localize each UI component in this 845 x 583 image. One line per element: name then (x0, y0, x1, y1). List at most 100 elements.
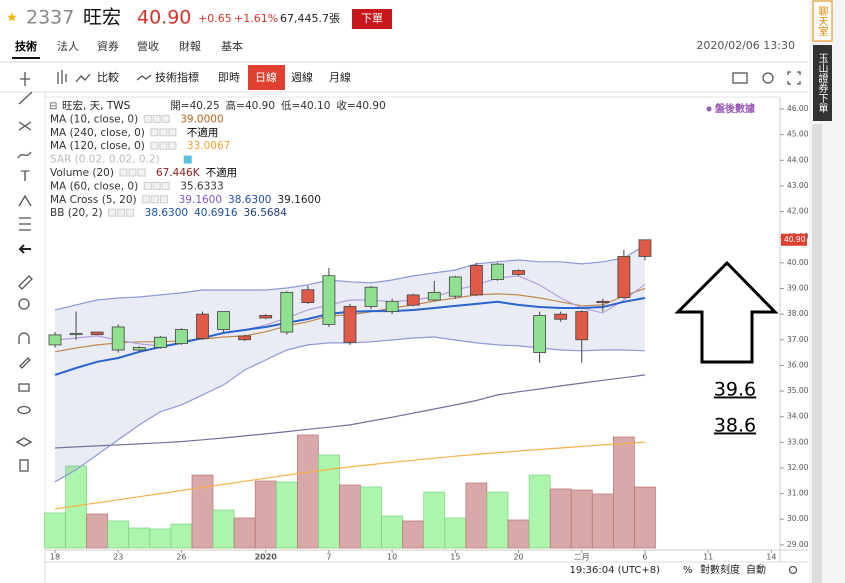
ruler-tool[interactable] (18, 275, 33, 290)
legend-icon[interactable] (168, 141, 177, 150)
gann-tool[interactable] (19, 217, 31, 231)
lock-draw-tool[interactable] (19, 357, 31, 369)
legend-symbol: 旺宏, 天, TWS (62, 99, 131, 112)
text-tool[interactable]: T (20, 169, 30, 185)
volume-bar (402, 520, 425, 549)
fullscreen-icon[interactable] (787, 71, 801, 85)
candle-body (596, 300, 610, 304)
compare-icon[interactable] (75, 73, 91, 83)
candle-body (469, 265, 483, 296)
plot-area (44, 96, 781, 551)
volume-bar (107, 520, 130, 549)
chat-button[interactable] (812, 0, 833, 42)
compare[interactable]: 比較 (97, 70, 119, 84)
period-active[interactable] (248, 65, 285, 90)
legend-icon[interactable] (160, 195, 169, 204)
candle-body (259, 315, 273, 319)
order-button[interactable] (352, 9, 392, 29)
order-button-label[interactable]: 下單 (361, 12, 383, 25)
candle-body (364, 286, 378, 307)
tab[interactable]: 財報 (179, 39, 201, 53)
legend-icon[interactable] (159, 128, 168, 137)
x-tick-label: 14 (766, 553, 776, 562)
legend-icon[interactable] (143, 181, 152, 190)
candle-body (322, 275, 336, 325)
legend-icon[interactable] (151, 195, 160, 204)
legend-icon[interactable] (119, 168, 128, 177)
broker-button[interactable] (813, 45, 832, 121)
tab[interactable]: 營收 (137, 39, 159, 53)
scrollbar[interactable] (812, 124, 822, 583)
chat-label[interactable]: 聊天室 (816, 5, 828, 36)
bollinger-band (55, 245, 645, 482)
legend-icon[interactable] (128, 168, 137, 177)
percent-toggle[interactable]: % (683, 565, 693, 576)
fib-tool[interactable] (18, 121, 32, 131)
legend-name: Volume (20) (50, 167, 114, 179)
settings-icon[interactable] (762, 72, 774, 84)
indicator-icon[interactable] (136, 74, 152, 81)
volume-bar (44, 512, 66, 549)
annotation-label: 38.6 (714, 415, 756, 437)
legend-toggle[interactable]: ⊟ (49, 101, 57, 112)
layers-tool[interactable] (15, 437, 33, 447)
magnet-tool[interactable] (18, 332, 30, 344)
trash-tool[interactable] (19, 459, 29, 472)
legend-icon[interactable] (152, 181, 161, 190)
broker-label[interactable]: 玉山證券下單 (816, 53, 828, 113)
candle-body (638, 239, 652, 257)
legend-icon[interactable] (168, 128, 177, 137)
legend-icon[interactable] (150, 128, 159, 137)
indicators[interactable]: 技術指標 (155, 70, 199, 84)
status-settings[interactable] (788, 565, 798, 575)
camera-icon[interactable] (732, 72, 748, 84)
star[interactable]: ★ (6, 11, 18, 26)
zoom-tool[interactable] (18, 298, 30, 310)
tab[interactable]: 法人 (57, 39, 79, 53)
log-toggle[interactable]: 對數刻度 (700, 563, 740, 576)
brush-tool[interactable] (17, 151, 32, 159)
tab[interactable]: 基本 (221, 39, 243, 53)
legend-icon[interactable] (143, 114, 152, 123)
legend-icon[interactable] (117, 208, 126, 217)
legend-icon[interactable] (159, 141, 168, 150)
candle-body (533, 315, 547, 353)
candle-body (617, 256, 631, 298)
ohlc-readout: 高=40.90 (226, 99, 275, 112)
line-tool[interactable] (18, 91, 33, 105)
legend-icon[interactable] (108, 208, 117, 217)
lock-tool[interactable] (18, 383, 30, 392)
bar-type-icon[interactable] (57, 70, 67, 84)
legend-icon[interactable] (126, 208, 135, 217)
candle-body (406, 294, 420, 306)
tab[interactable]: 資券 (97, 39, 119, 53)
ohlc-readout: 收=40.90 (336, 99, 385, 112)
x-tick-label: 23 (113, 553, 123, 562)
legend-value: 38.6300 (228, 194, 271, 206)
period[interactable]: 週線 (291, 70, 313, 84)
volume-bar (591, 493, 614, 549)
legend-icon[interactable] (152, 114, 161, 123)
candle-body (90, 331, 104, 336)
period[interactable]: 日線 (255, 70, 277, 84)
legend-icon[interactable] (161, 181, 170, 190)
tab[interactable]: 技術 (15, 39, 37, 53)
realtime[interactable]: 即時 (218, 71, 240, 84)
legend-icon[interactable] (150, 141, 159, 150)
legend-icon[interactable] (142, 195, 151, 204)
volume-bar (549, 488, 572, 549)
ohlc-readout: 低=40.10 (281, 99, 330, 112)
volume-bar (486, 491, 509, 549)
eye-tool[interactable] (17, 405, 31, 415)
legend-icon[interactable] (137, 168, 146, 177)
period[interactable]: 月線 (329, 70, 351, 84)
volume-bar (233, 517, 256, 549)
back-tool[interactable] (18, 244, 31, 254)
crosshair-icon[interactable] (20, 72, 30, 86)
pattern-tool[interactable] (18, 194, 32, 207)
auto-toggle[interactable]: 自動 (746, 563, 766, 576)
legend-icon[interactable] (161, 114, 170, 123)
legend-icon[interactable] (183, 155, 192, 164)
y-tick-label: 33.00 (787, 437, 809, 446)
